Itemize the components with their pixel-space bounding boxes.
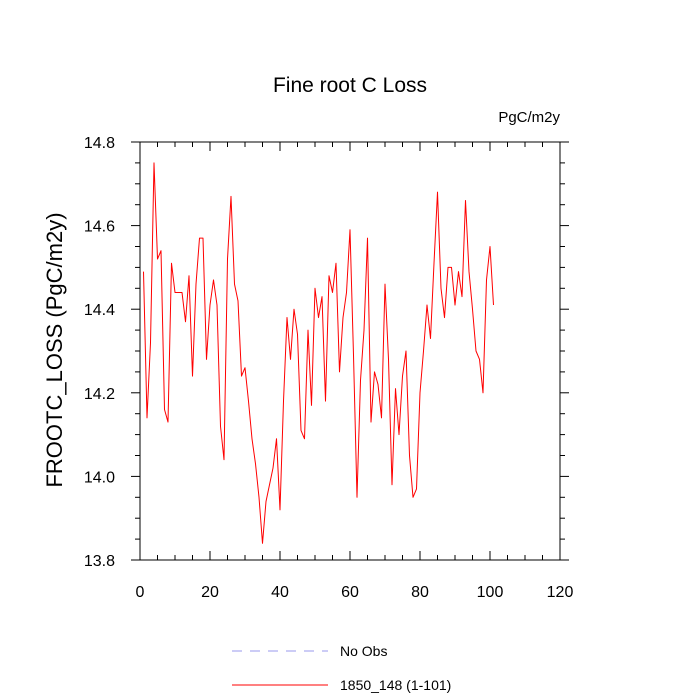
series-line-1850-148 <box>143 162 494 544</box>
y-tick-label: 14.6 <box>84 219 115 236</box>
x-tick-label: 120 <box>547 584 574 601</box>
x-tick-label: 20 <box>201 584 219 601</box>
y-tick-label: 14.0 <box>84 469 115 486</box>
y-tick-label: 14.4 <box>84 302 115 319</box>
legend-label-no-obs: No Obs <box>340 643 387 659</box>
legend-label-1850-148: 1850_148 (1-101) <box>340 677 451 693</box>
y-axis-label: FROOTC_LOSS (PgC/m2y) <box>42 212 67 487</box>
y-tick-label: 14.2 <box>84 386 115 403</box>
legend: No Obs 1850_148 (1-101) <box>232 643 451 693</box>
plot-frame <box>139 141 561 561</box>
axis-ticks <box>131 141 569 561</box>
x-tick-label: 60 <box>341 584 359 601</box>
chart-title: Fine root C Loss <box>273 74 427 97</box>
units-label: PgC/m2y <box>498 109 560 126</box>
x-tick-label: 40 <box>271 584 289 601</box>
x-tick-label: 0 <box>136 584 145 601</box>
axis-tick-labels: 0 20 40 60 80 100 120 13.8 14.0 14.2 14.4 14.6 14.8 <box>84 135 574 601</box>
y-tick-label: 13.8 <box>84 553 115 570</box>
y-tick-label: 14.8 <box>84 135 115 152</box>
x-tick-label: 100 <box>477 584 504 601</box>
x-tick-label: 80 <box>411 584 429 601</box>
